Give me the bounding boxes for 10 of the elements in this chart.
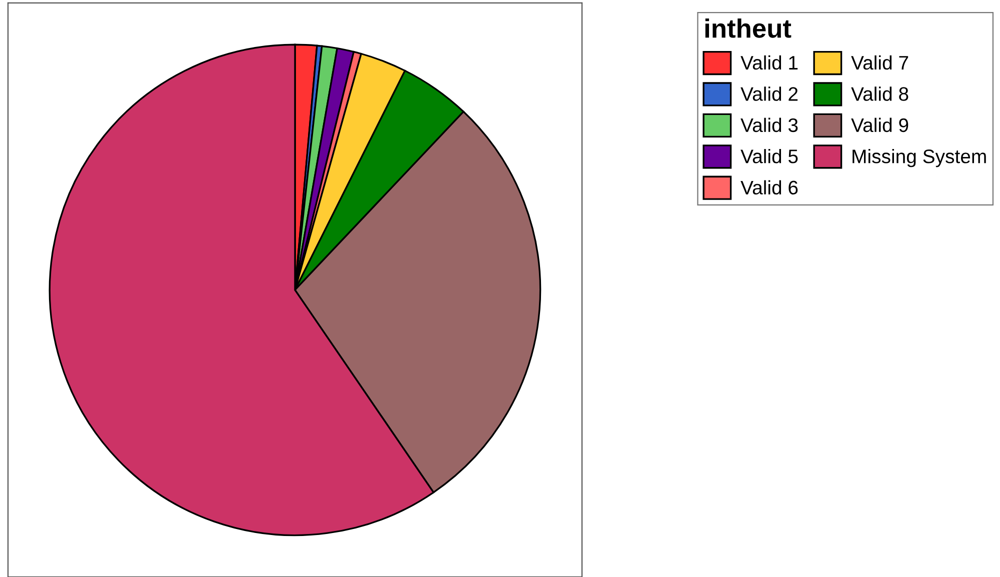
legend-label: Valid 9 [851,118,908,132]
legend-label: Valid 7 [851,55,908,70]
legend-label: Valid 8 [851,86,908,101]
legend-label: Valid 6 [740,180,798,195]
legend-label: Valid 1 [740,55,798,70]
legend-label: Valid 3 [740,118,798,132]
legend-label: Valid 5 [740,149,798,164]
legend-label: Valid 2 [740,86,798,101]
legend-title: intheut [705,18,792,38]
legend-label: Missing System [852,149,986,168]
